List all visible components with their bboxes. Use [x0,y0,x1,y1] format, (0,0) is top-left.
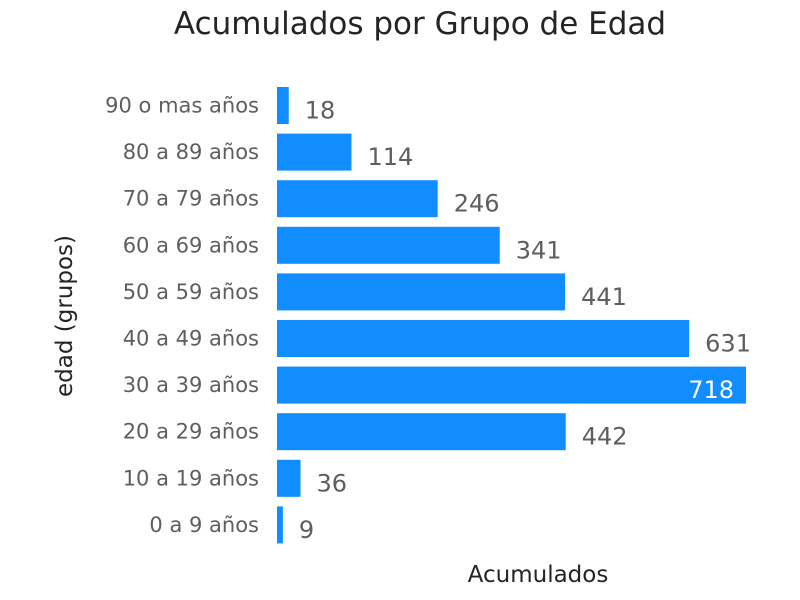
bar[interactable] [277,366,746,404]
data-label: 442 [582,423,628,451]
data-label: 246 [454,190,500,218]
y-tick-label: 70 a 79 años [123,187,259,211]
data-label: 441 [581,283,627,311]
data-label: 341 [516,236,562,264]
y-tick-label: 90 o mas años [105,94,259,118]
data-label: 36 [317,469,348,497]
y-tick-label: 40 a 49 años [123,327,259,351]
data-label: 9 [299,516,314,544]
data-label: 114 [367,143,413,171]
data-label: 718 [688,376,734,404]
bar[interactable] [277,133,352,171]
y-tick-label: 20 a 29 años [123,420,259,444]
bar[interactable] [277,180,438,218]
y-tick-label: 0 a 9 años [149,513,259,537]
y-tick-label: 60 a 69 años [123,233,259,257]
y-tick-label: 30 a 39 años [123,373,259,397]
bar[interactable] [277,320,690,357]
y-tick-label: 80 a 89 años [123,140,259,164]
y-tick-label: 10 a 19 años [123,466,259,490]
bar[interactable] [277,506,283,544]
bar[interactable] [277,413,566,451]
bar[interactable] [277,273,566,311]
data-label: 631 [705,330,751,358]
x-axis-label: Acumulados [467,562,609,588]
data-label: 18 [305,97,336,125]
bar[interactable] [277,87,289,124]
bar[interactable] [277,459,301,497]
bar[interactable] [277,226,500,264]
chart-title: Acumulados por Grupo de Edad [173,6,667,42]
y-tick-label: 50 a 59 años [123,280,259,304]
